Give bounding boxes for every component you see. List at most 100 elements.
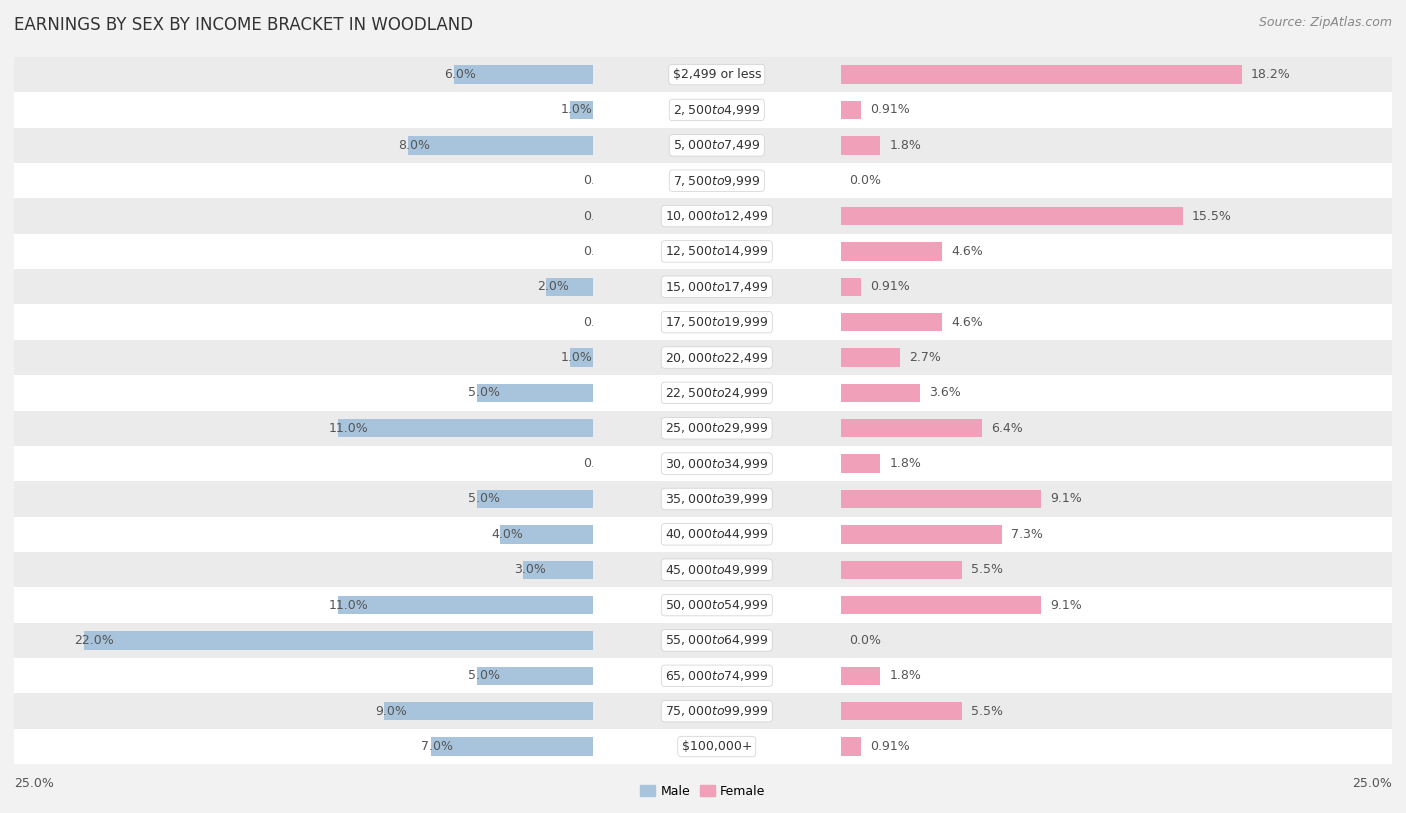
Bar (0, 729, 1406, 764)
Text: 9.1%: 9.1% (1050, 493, 1083, 506)
Text: 4.0%: 4.0% (491, 528, 523, 541)
Bar (408, 136, 593, 154)
Text: $35,000 to $39,999: $35,000 to $39,999 (665, 492, 769, 506)
Text: $50,000 to $54,999: $50,000 to $54,999 (665, 598, 769, 612)
Bar (430, 737, 593, 756)
Bar (0, 128, 1406, 163)
Bar (0, 623, 1406, 659)
Text: $2,500 to $4,999: $2,500 to $4,999 (673, 103, 761, 117)
Bar (841, 207, 1182, 225)
Bar (0, 552, 1406, 587)
Text: 0.91%: 0.91% (870, 103, 910, 116)
Text: 1.8%: 1.8% (889, 139, 921, 152)
Bar (841, 667, 880, 685)
Bar (523, 560, 593, 579)
Bar (0, 304, 1406, 340)
Bar (0, 411, 1406, 446)
Bar (569, 101, 593, 120)
Bar (569, 348, 593, 367)
Bar (0, 587, 1406, 623)
Text: 25.0%: 25.0% (1353, 776, 1392, 789)
Bar (0, 552, 1406, 587)
Text: 0.0%: 0.0% (583, 457, 616, 470)
Bar (0, 587, 1406, 623)
Text: 6.0%: 6.0% (444, 68, 477, 81)
Text: $2,499 or less: $2,499 or less (672, 68, 761, 81)
Bar (83, 631, 593, 650)
Bar (0, 481, 1406, 517)
Bar (0, 340, 1406, 375)
Text: 9.0%: 9.0% (375, 705, 408, 718)
Bar (0, 411, 1406, 446)
Bar (841, 242, 942, 261)
Text: $10,000 to $12,499: $10,000 to $12,499 (665, 209, 769, 223)
Text: $55,000 to $64,999: $55,000 to $64,999 (665, 633, 769, 647)
Bar (0, 163, 1406, 198)
Text: 0.0%: 0.0% (583, 174, 616, 187)
Bar (337, 419, 593, 437)
Bar (0, 729, 1406, 764)
Text: EARNINGS BY SEX BY INCOME BRACKET IN WOODLAND: EARNINGS BY SEX BY INCOME BRACKET IN WOO… (14, 16, 474, 34)
Bar (384, 702, 593, 720)
Text: 0.0%: 0.0% (583, 210, 616, 223)
Bar (0, 623, 1406, 659)
Text: 6.4%: 6.4% (991, 422, 1022, 435)
Bar (0, 376, 1406, 411)
Text: 2.7%: 2.7% (910, 351, 941, 364)
Bar (841, 489, 1042, 508)
Text: 11.0%: 11.0% (329, 422, 368, 435)
Bar (0, 198, 1406, 234)
Text: $45,000 to $49,999: $45,000 to $49,999 (665, 563, 769, 576)
Bar (0, 659, 1406, 693)
Bar (841, 277, 860, 296)
Bar (841, 419, 981, 437)
Text: $65,000 to $74,999: $65,000 to $74,999 (665, 669, 769, 683)
Bar (0, 659, 1406, 693)
Bar (0, 340, 1406, 375)
Bar (0, 92, 1406, 128)
Bar (0, 552, 1406, 587)
Text: Source: ZipAtlas.com: Source: ZipAtlas.com (1258, 16, 1392, 29)
Bar (0, 517, 1406, 552)
Text: 5.0%: 5.0% (468, 669, 499, 682)
Bar (0, 57, 1406, 92)
Bar (841, 384, 920, 402)
Text: $15,000 to $17,499: $15,000 to $17,499 (665, 280, 769, 293)
Bar (841, 596, 1042, 615)
Text: $30,000 to $34,999: $30,000 to $34,999 (665, 457, 769, 471)
Text: $5,000 to $7,499: $5,000 to $7,499 (673, 138, 761, 152)
Bar (0, 693, 1406, 729)
Bar (841, 136, 880, 154)
Bar (841, 348, 900, 367)
Bar (0, 304, 1406, 340)
Text: 15.5%: 15.5% (1191, 210, 1232, 223)
Text: $100,000+: $100,000+ (682, 740, 752, 753)
Bar (841, 525, 1001, 544)
Text: $17,500 to $19,999: $17,500 to $19,999 (665, 315, 769, 329)
Text: 5.0%: 5.0% (468, 386, 499, 399)
Bar (0, 659, 1406, 693)
Bar (841, 65, 1241, 84)
Bar (0, 233, 1406, 269)
Bar (0, 233, 1406, 269)
Text: 5.5%: 5.5% (972, 705, 1002, 718)
Text: 1.8%: 1.8% (889, 669, 921, 682)
Bar (0, 269, 1406, 304)
Text: 5.0%: 5.0% (468, 493, 499, 506)
Bar (0, 446, 1406, 481)
Text: 1.8%: 1.8% (889, 457, 921, 470)
Bar (0, 340, 1406, 375)
Text: $22,500 to $24,999: $22,500 to $24,999 (665, 386, 769, 400)
Bar (0, 446, 1406, 481)
Text: $40,000 to $44,999: $40,000 to $44,999 (665, 528, 769, 541)
Text: 9.1%: 9.1% (1050, 598, 1083, 611)
Text: 3.6%: 3.6% (929, 386, 960, 399)
Text: 1.0%: 1.0% (561, 351, 592, 364)
Text: 8.0%: 8.0% (398, 139, 430, 152)
Text: 25.0%: 25.0% (14, 776, 53, 789)
Text: 0.0%: 0.0% (849, 174, 882, 187)
Bar (477, 667, 593, 685)
Bar (0, 411, 1406, 446)
Bar (0, 198, 1406, 234)
Text: 4.6%: 4.6% (950, 245, 983, 258)
